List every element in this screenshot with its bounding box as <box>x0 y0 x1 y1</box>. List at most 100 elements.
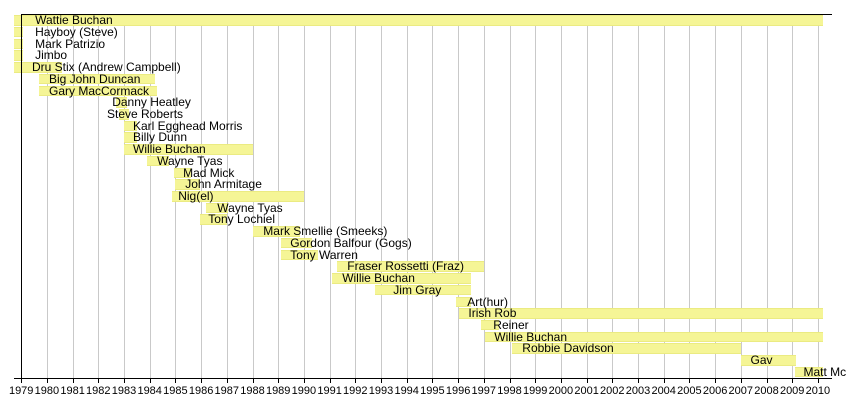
year-gridline <box>586 14 588 378</box>
timeline-bar <box>794 366 823 378</box>
axis-line <box>21 14 832 15</box>
year-gridline <box>381 14 382 378</box>
timeline-bar <box>280 237 312 249</box>
member-label: Art(hur) <box>467 294 508 309</box>
axis-tick <box>278 379 280 383</box>
member-label: Gordon Balfour (Gogs) <box>290 235 412 250</box>
axis-tick-label: 1999 <box>522 385 548 397</box>
year-gridline <box>766 14 768 378</box>
member-label: Nig(el) <box>178 189 214 203</box>
year-gridline <box>72 14 74 378</box>
year-gridline <box>124 14 125 378</box>
year-gridline <box>740 14 742 378</box>
timeline-bar <box>116 97 127 108</box>
timeline-bar <box>14 50 23 61</box>
timeline-bar <box>174 167 191 179</box>
timeline-bar <box>459 308 823 319</box>
member-label: Wayne Tyas <box>157 153 223 168</box>
axis-tick <box>766 379 768 383</box>
member-label: Willie Buchan <box>494 329 567 344</box>
timeline-bar <box>512 343 741 354</box>
axis-tick <box>149 379 151 383</box>
axis-tick-label: 1984 <box>137 385 162 397</box>
year-gridline <box>432 14 434 378</box>
year-gridline <box>483 14 485 378</box>
timeline-bar <box>206 202 228 214</box>
member-label: Dru Stix (Andrew Campbell) <box>32 60 181 75</box>
axis-tick-label: 1994 <box>394 385 419 397</box>
axis-tick-label: 2000 <box>548 385 574 397</box>
timeline-bar <box>252 226 300 237</box>
axis-tick <box>432 379 434 383</box>
timeline-bar <box>39 73 155 85</box>
axis-tick <box>201 379 203 383</box>
axis-tick-label: 1982 <box>86 385 111 397</box>
timeline-bar <box>124 120 137 132</box>
member-label: Mark Smellie (Smeeks) <box>263 224 388 239</box>
axis-tick-label: 1989 <box>265 385 291 397</box>
year-gridline <box>355 14 357 378</box>
member-label: Wattie Buchan <box>35 13 113 28</box>
member-label: Steve Roberts <box>107 107 184 121</box>
member-label: Willie Buchan <box>133 142 206 157</box>
year-gridline <box>638 14 639 378</box>
axis-tick <box>638 379 639 383</box>
axis-line <box>14 378 832 379</box>
axis-tick <box>535 379 537 383</box>
axis-tick <box>252 379 254 383</box>
year-gridline <box>149 14 151 378</box>
timeline-bar <box>199 214 227 225</box>
member-label: Tony Warren <box>290 247 358 262</box>
year-gridline <box>792 14 794 378</box>
member-label: Mad Mick <box>183 165 235 180</box>
member-label: Matt Mc <box>803 364 847 379</box>
timeline-bar <box>147 155 169 167</box>
timeline-bar <box>39 85 158 96</box>
axis-tick-label: 1991 <box>317 385 342 397</box>
member-label: Billy Dunn <box>133 130 188 145</box>
timeline-bar <box>337 261 484 272</box>
member-label: Jimbo <box>35 48 68 63</box>
year-gridline <box>46 14 48 378</box>
axis-tick <box>72 379 74 383</box>
axis-tick <box>46 379 48 383</box>
axis-tick <box>612 379 614 383</box>
axis-tick <box>98 379 100 383</box>
axis-tick-label: 1995 <box>420 385 445 397</box>
member-label: Karl Egghead Morris <box>133 118 243 133</box>
timeline-bar <box>14 26 23 38</box>
year-gridline <box>406 14 408 378</box>
member-label: John Armitage <box>185 177 262 192</box>
axis-tick-label: 2007 <box>728 385 754 397</box>
axis-tick <box>792 379 794 383</box>
timeline-bar <box>740 355 797 366</box>
axis-tick-label: 1979 <box>8 385 34 397</box>
axis-tick-label: 2004 <box>651 385 676 397</box>
axis-tick <box>715 379 717 383</box>
member-label: Willie Buchan <box>342 271 415 285</box>
year-gridline <box>98 14 100 378</box>
year-gridline <box>715 14 717 378</box>
member-label: Gav <box>750 353 773 368</box>
year-gridline <box>689 14 691 378</box>
axis-tick-label: 1996 <box>445 385 471 397</box>
axis-tick <box>483 379 485 383</box>
axis-tick-label: 1992 <box>343 385 368 397</box>
axis-tick-label: 2008 <box>754 385 779 397</box>
axis-tick-label: 2001 <box>574 385 599 397</box>
timeline-bar <box>485 331 823 343</box>
axis-tick-label: 2003 <box>625 385 651 397</box>
year-gridline <box>817 14 819 378</box>
axis-tick <box>740 379 742 383</box>
axis-tick <box>175 379 177 383</box>
timeline-bar <box>332 273 471 284</box>
axis-tick <box>406 379 408 383</box>
axis-tick <box>355 379 357 383</box>
timeline-bar <box>118 109 130 120</box>
member-label: Reiner <box>493 317 529 332</box>
axis-tick-label: 1993 <box>368 385 394 397</box>
axis-tick-label: 1987 <box>214 385 240 397</box>
timeline-bar <box>14 38 23 50</box>
axis-tick-label: 1985 <box>163 385 188 397</box>
year-gridline <box>535 14 537 378</box>
